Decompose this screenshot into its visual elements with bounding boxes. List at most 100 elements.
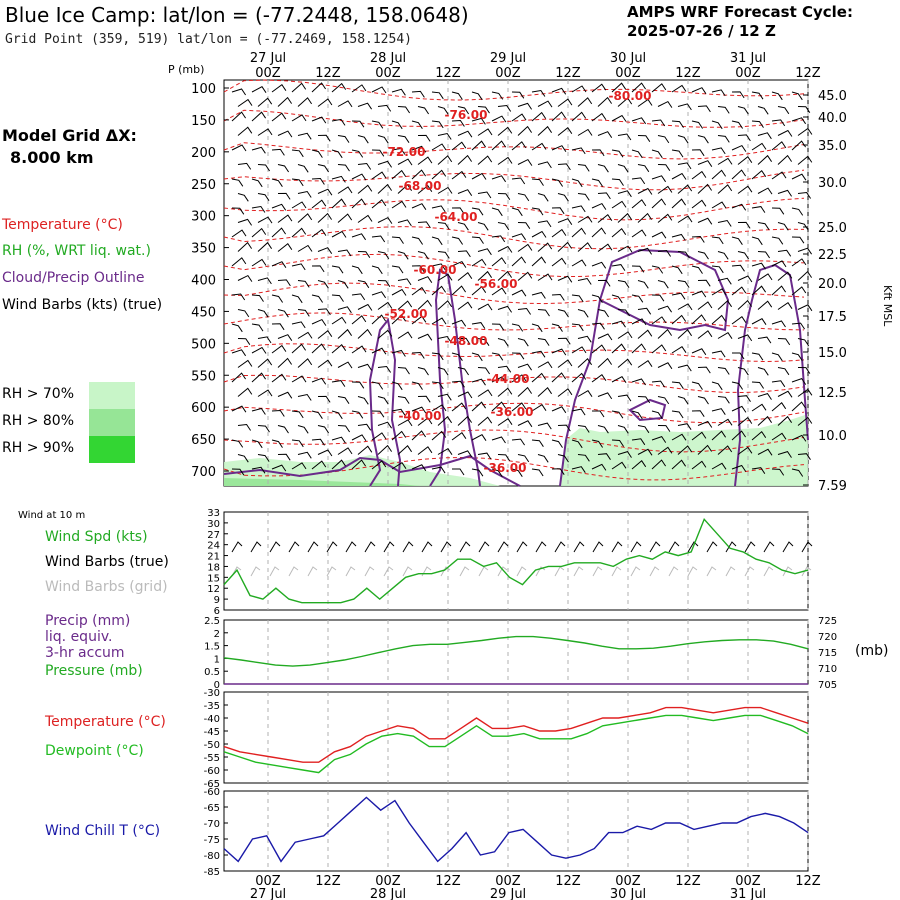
wind-barb xyxy=(511,289,527,297)
wind-barb xyxy=(317,164,330,173)
wind-barb xyxy=(337,186,353,194)
wind-barb xyxy=(231,207,245,215)
wind-barb xyxy=(411,236,424,245)
kft-tick-label: 30.0 xyxy=(818,176,847,191)
wind-barb xyxy=(777,367,790,376)
wind-barb xyxy=(297,451,312,459)
surface-wind-barb xyxy=(402,541,414,553)
wind-barb xyxy=(497,338,509,347)
wind-barb xyxy=(537,422,552,430)
wind-barb xyxy=(577,454,590,462)
wind-barb xyxy=(437,155,453,165)
wind-barb xyxy=(471,401,487,412)
wind-barb xyxy=(677,184,693,194)
wind-barb xyxy=(251,205,266,213)
wind-barb xyxy=(491,91,504,100)
pressure-unit-label: (mb) xyxy=(855,643,889,659)
wind-barb xyxy=(251,439,263,449)
top-hour-label: 12Z xyxy=(555,66,581,81)
wind-barb xyxy=(357,445,373,455)
wind-barb xyxy=(631,149,643,159)
wind-barb xyxy=(351,410,364,419)
wind-barb xyxy=(517,271,533,281)
surface-wind-barb xyxy=(744,541,756,553)
wind-barb xyxy=(791,91,803,101)
wind-barb xyxy=(537,161,552,169)
wind-barb xyxy=(297,425,309,434)
temperature-contour xyxy=(223,169,805,191)
wind-barb xyxy=(471,352,483,362)
wind-barb xyxy=(611,114,627,122)
wind-barb xyxy=(791,207,804,216)
cloud-outline xyxy=(429,268,481,487)
legend-temperature: Temperature (°C) xyxy=(2,217,123,233)
wind-barb xyxy=(371,432,387,441)
wind-barb xyxy=(511,233,527,241)
wind-barb xyxy=(537,125,553,136)
wind-barb xyxy=(437,251,450,259)
wind-barb xyxy=(757,273,773,281)
wind-barb xyxy=(457,154,473,165)
wind-barb xyxy=(331,198,347,209)
wind-barb xyxy=(351,315,367,325)
wind-barb xyxy=(477,191,492,199)
wind-barb xyxy=(651,119,666,127)
bottom-hour-label: 12Z xyxy=(555,874,581,889)
pressure-tick-label: 300 xyxy=(191,210,216,225)
top-hour-label: 00Z xyxy=(495,66,521,81)
wind-barb xyxy=(571,227,587,238)
wind-barb xyxy=(497,305,513,313)
wind-barb xyxy=(291,149,304,158)
wind-barb xyxy=(597,309,610,318)
grid-wind-barb xyxy=(706,566,717,577)
wind-barb xyxy=(697,420,713,428)
wind-barb xyxy=(777,302,793,310)
surface-wind-barb xyxy=(706,541,718,553)
wind-barb xyxy=(531,89,546,97)
wind-barb xyxy=(577,390,593,397)
wind-barb xyxy=(751,285,767,296)
wind-barb xyxy=(357,184,373,194)
wind-barb xyxy=(531,323,543,333)
wind-barb xyxy=(671,346,687,354)
wind-barb xyxy=(617,164,629,173)
wind-barb xyxy=(457,189,473,196)
wind-barb xyxy=(677,135,689,144)
windchill-tick: -85 xyxy=(204,867,220,878)
wind-barb xyxy=(331,410,343,420)
wind-barb xyxy=(517,222,531,229)
legend-rh90-swatch xyxy=(89,436,135,463)
wind-barb xyxy=(791,468,804,477)
wind-barb xyxy=(571,85,587,93)
wind-barb xyxy=(731,91,745,99)
wind-barb xyxy=(337,306,352,314)
wind-barb xyxy=(771,285,787,296)
wind-barb xyxy=(451,119,465,127)
wind-barb xyxy=(357,251,371,258)
wind-barb xyxy=(757,132,772,140)
wind-barb xyxy=(331,294,344,302)
wind-barb xyxy=(791,286,807,296)
wind-barb xyxy=(717,445,733,455)
wind-barb xyxy=(791,173,807,181)
wind-barb xyxy=(391,314,407,325)
wind-barb xyxy=(711,236,724,245)
wind-barb xyxy=(697,135,709,144)
wind-barb xyxy=(797,155,813,165)
wind-barb xyxy=(417,134,431,142)
wind-speed-tick: 18 xyxy=(207,562,220,573)
wind-barb xyxy=(591,344,607,354)
grid-wind-barb xyxy=(307,566,318,577)
temperature-tick: -45 xyxy=(204,727,220,738)
wind-barb xyxy=(411,381,423,390)
wind-barb xyxy=(771,468,785,476)
wind-barb xyxy=(437,416,453,426)
wind-barb xyxy=(317,329,333,339)
pressure-tick: 710 xyxy=(818,664,837,675)
wind-barb xyxy=(671,149,684,158)
wind-barb xyxy=(471,378,486,386)
wind-barb xyxy=(757,187,773,195)
legend-pressure: Pressure (mb) xyxy=(45,663,143,679)
wind-barb xyxy=(451,352,463,361)
wind-barb xyxy=(711,381,723,391)
